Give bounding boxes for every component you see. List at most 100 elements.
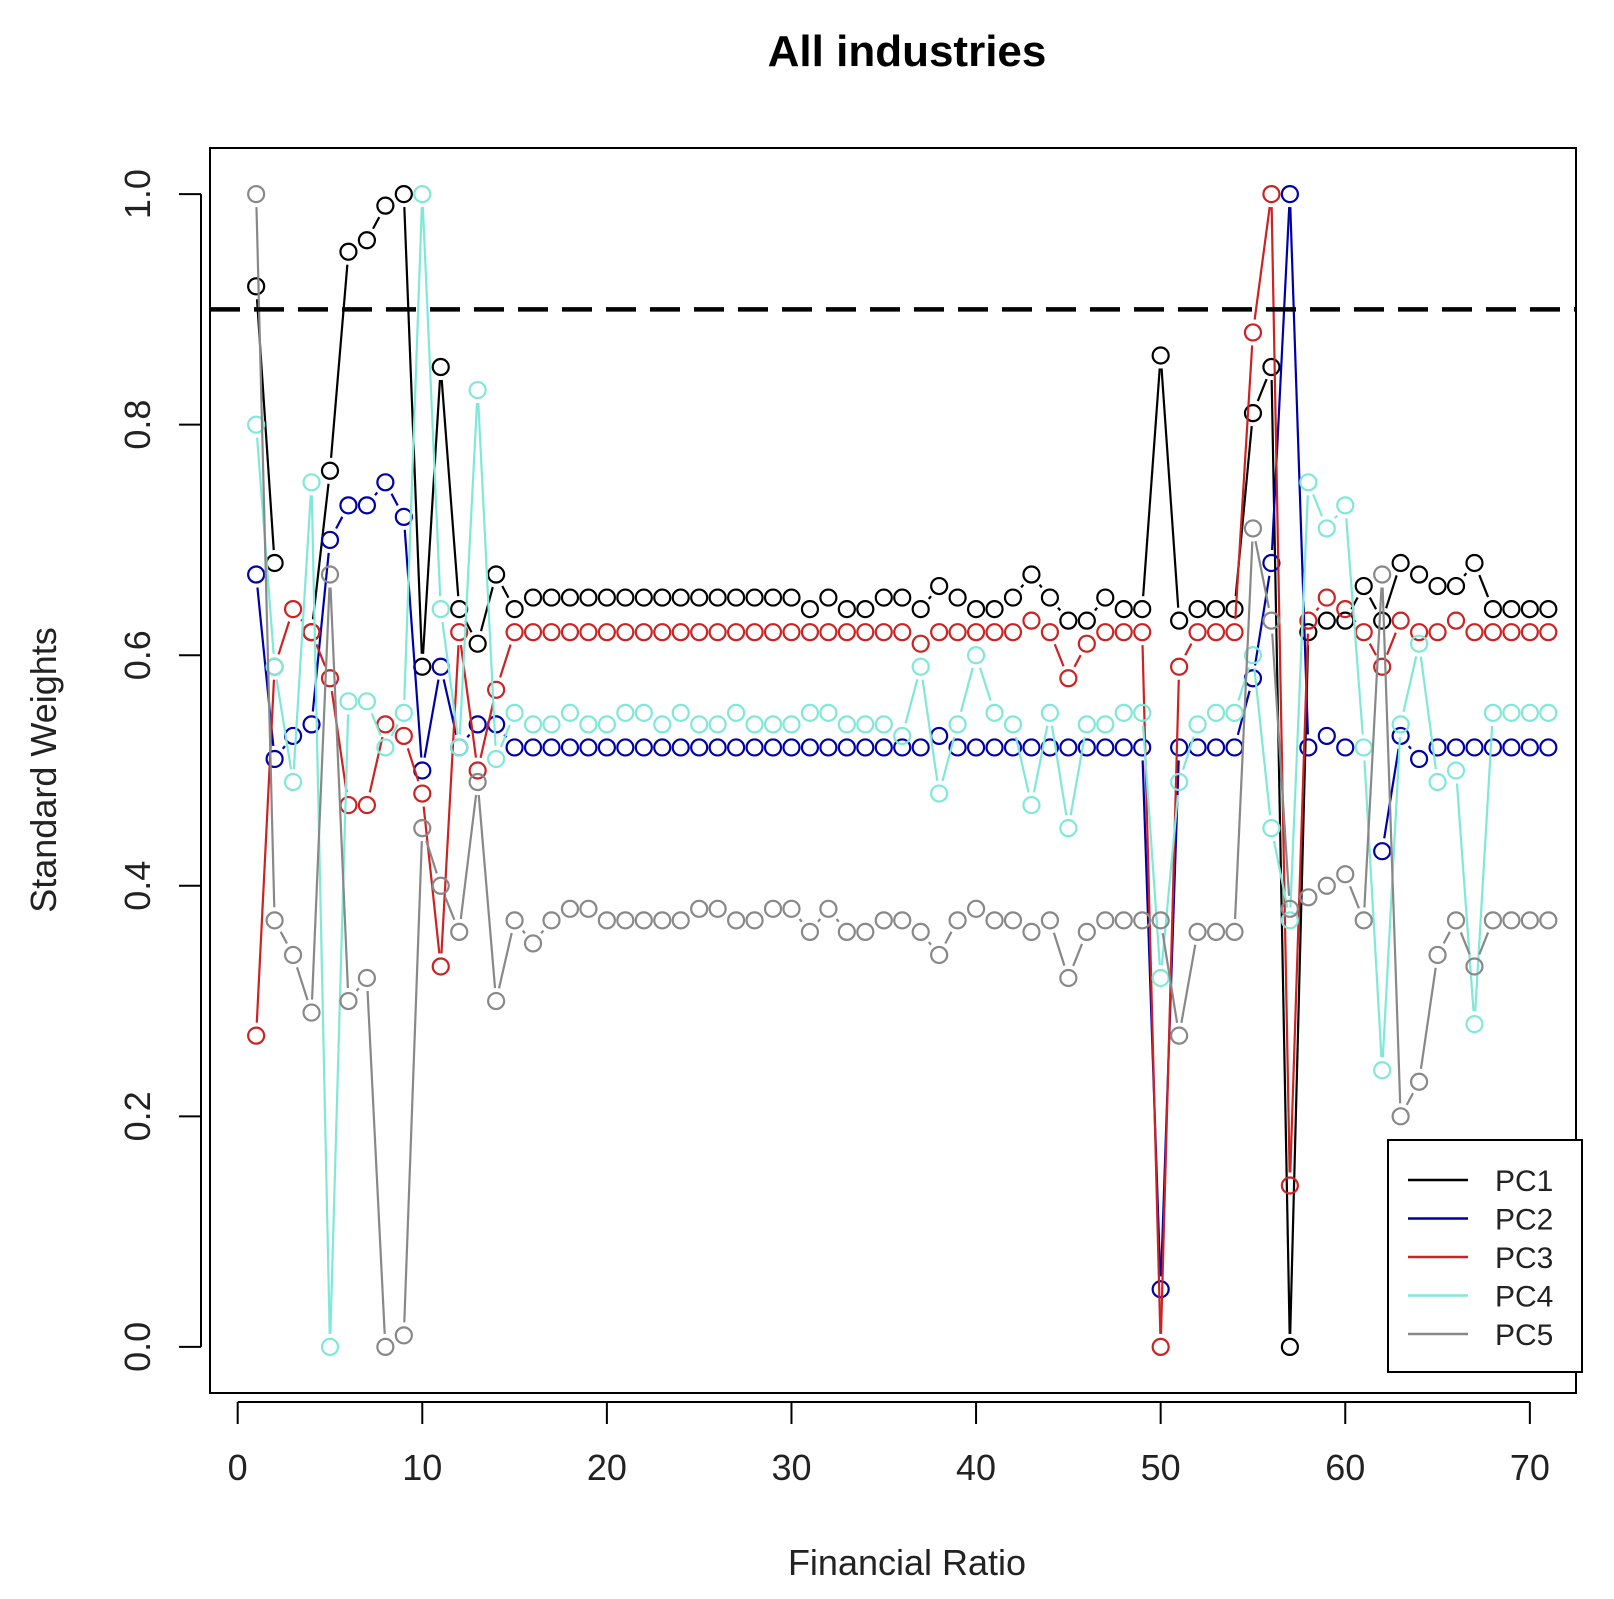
series-segment [941,736,956,782]
data-point [597,738,616,757]
series-segment [1368,643,1378,656]
series-segment [403,207,423,700]
data-point [948,911,967,930]
data-point [505,738,524,757]
series-segment [1385,575,1398,609]
series-segment [1038,583,1043,589]
chart-title: All industries [768,27,1047,76]
data-point [1243,404,1263,423]
x-tick-label: 0 [228,1447,248,1488]
data-point [1003,715,1023,734]
data-point [1502,911,1521,930]
data-point [671,703,690,722]
data-point [948,588,967,607]
series-segment [1159,679,1180,1334]
plot-frame [209,147,1577,1394]
data-point [911,600,930,619]
data-point [782,738,801,757]
series-segment [1069,736,1086,816]
data-point [911,738,930,757]
data-point [1151,911,1170,930]
data-point [1539,738,1558,757]
series-segment [444,897,456,921]
x-tick-label: 30 [771,1447,811,1488]
data-point [320,565,340,584]
data-point [856,922,875,941]
data-point [1354,911,1373,930]
data-point [431,357,450,377]
data-point [1077,922,1096,941]
series-segment [1381,737,1402,1058]
data-point [726,703,746,722]
data-point [726,911,746,930]
data-point [745,911,764,930]
data-point [1373,565,1392,584]
series-segment [423,679,440,758]
data-point [339,795,358,815]
legend-label-pc5: PC5 [1495,1319,1553,1352]
series-segment [1271,633,1291,896]
data-point [1465,738,1484,757]
series-segment [1459,932,1471,955]
data-point [1336,865,1355,884]
x-tick-label: 50 [1141,1447,1181,1488]
data-point [376,738,395,757]
series-segment [1349,885,1360,909]
data-point [856,738,875,757]
data-point [560,738,580,757]
data-point [616,623,635,642]
data-point [1465,623,1484,642]
series-segment [477,794,497,989]
series-segment [311,483,330,620]
data-point [523,715,543,734]
data-point [431,657,450,676]
data-point [634,738,653,757]
series-segment [1182,736,1195,770]
data-point [819,623,838,642]
series-segment [1312,493,1323,517]
data-point [1280,899,1299,918]
series-segment [390,493,399,506]
data-point [468,380,487,400]
data-point [1280,911,1299,930]
data-point [1022,611,1041,630]
data-point [1206,703,1226,722]
data-point [431,876,450,895]
data-point [413,185,432,204]
data-point [1465,553,1484,573]
series-segment [1256,378,1268,402]
series-segment [1478,932,1490,955]
series-pc5 [247,185,1558,1356]
data-point [1317,588,1336,607]
series-segment [927,941,932,946]
series-segment [904,679,919,724]
data-point [985,623,1004,642]
data-point [247,277,266,296]
series-segment [310,495,331,1334]
data-point [671,623,690,642]
series-segment [1385,632,1397,656]
data-point [339,692,358,711]
data-point [1428,576,1447,596]
data-point [616,703,635,722]
series-segment [501,585,510,599]
series-segment [1270,207,1291,1173]
data-point [247,1026,266,1045]
data-point [1280,185,1299,204]
data-point [283,772,303,792]
data-point [1114,703,1133,722]
data-point [1133,738,1152,757]
data-point [837,715,856,734]
data-point [1170,657,1189,676]
data-point [339,991,358,1011]
data-point [1539,703,1558,722]
series-segment [1315,607,1320,612]
data-point [948,738,967,757]
data-point [265,553,284,573]
data-point [1373,842,1392,861]
series-segment [281,745,286,750]
data-point [1409,1072,1429,1091]
series-segment [1073,654,1082,668]
data-point [893,738,912,757]
data-point [856,715,875,734]
